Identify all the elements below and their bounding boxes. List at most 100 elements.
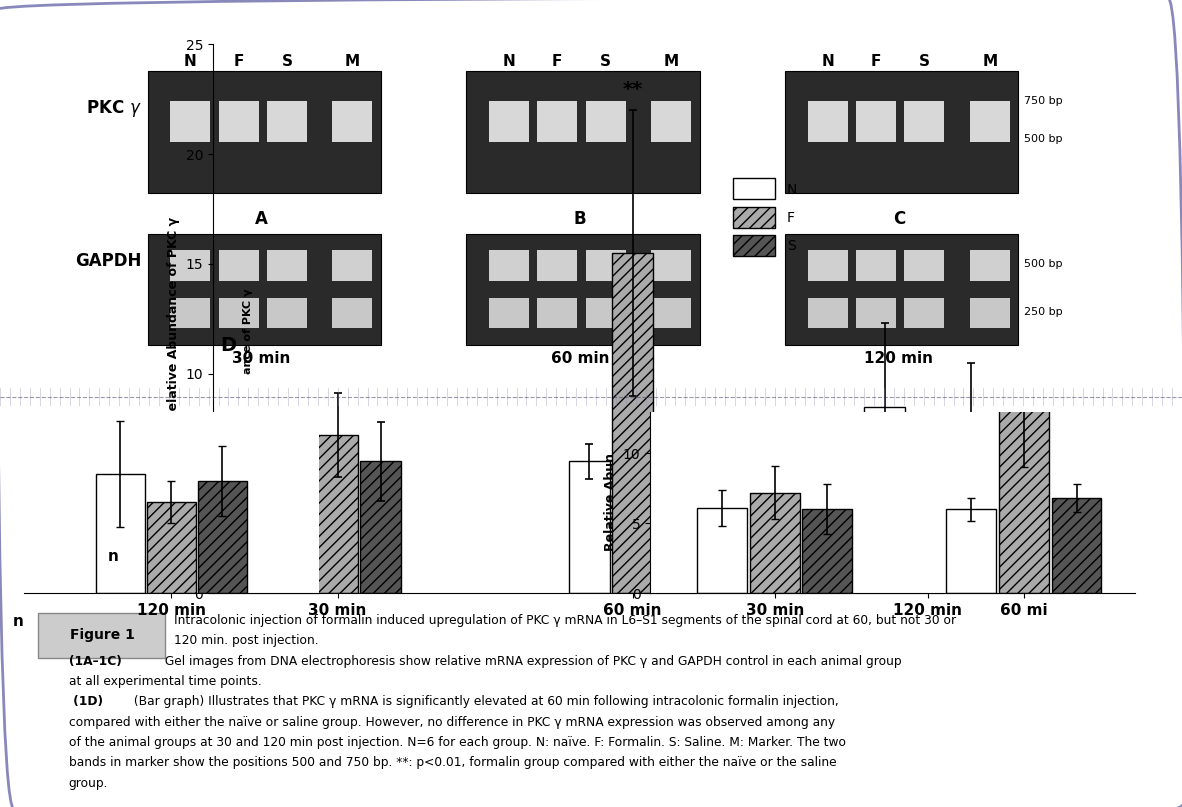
Text: at all experimental time points.: at all experimental time points. (69, 675, 261, 688)
Bar (489, 250, 528, 281)
Text: M: M (982, 54, 998, 69)
Bar (170, 102, 210, 142)
Bar (612, 253, 652, 593)
Text: compared with either the naïve or saline group. However, no difference in PKC γ : compared with either the naïve or saline… (69, 716, 834, 729)
Bar (148, 502, 195, 593)
Text: Gel images from DNA electrophoresis show relative mRNA expression of PKC γ and G: Gel images from DNA electrophoresis show… (161, 654, 902, 667)
Bar (807, 298, 847, 328)
Text: (1D): (1D) (69, 696, 103, 709)
Bar (267, 298, 307, 328)
Text: N: N (502, 54, 515, 69)
Text: M: M (663, 54, 678, 69)
Bar (219, 102, 259, 142)
Bar (856, 250, 896, 281)
Text: N: N (787, 182, 797, 197)
Bar (267, 102, 307, 142)
Text: 120 min. post injection.: 120 min. post injection. (175, 634, 319, 647)
Bar (999, 377, 1048, 593)
Bar (538, 250, 577, 281)
Bar (785, 233, 1018, 345)
Text: A: A (255, 210, 268, 228)
Text: 500 bp: 500 bp (1024, 259, 1063, 269)
Bar (950, 417, 992, 593)
Text: ance of PKC γ: ance of PKC γ (243, 288, 253, 374)
Bar (1052, 498, 1102, 593)
Bar (733, 235, 775, 256)
Text: B: B (573, 210, 586, 228)
Bar (864, 407, 905, 593)
Bar (586, 102, 625, 142)
Bar (148, 233, 381, 345)
Text: 500 bp: 500 bp (1024, 134, 1063, 144)
Bar (655, 444, 696, 593)
Bar (651, 298, 691, 328)
Bar (904, 102, 944, 142)
Text: **: ** (623, 80, 643, 99)
Text: F: F (871, 54, 881, 69)
Text: 750 bp: 750 bp (1024, 96, 1063, 107)
Bar (970, 250, 1009, 281)
Y-axis label: Relative Abun: Relative Abun (604, 454, 617, 551)
Text: N: N (821, 54, 834, 69)
Bar (908, 450, 948, 593)
Bar (586, 298, 625, 328)
Bar (785, 71, 1018, 193)
Text: PKC $\gamma$: PKC $\gamma$ (86, 98, 142, 119)
Text: F: F (552, 54, 563, 69)
Text: (Bar graph) Illustrates that PKC γ mRNA is significantly elevated at 60 min foll: (Bar graph) Illustrates that PKC γ mRNA … (130, 696, 839, 709)
Text: 30 min: 30 min (232, 351, 291, 366)
Text: 120 min: 120 min (864, 351, 934, 366)
Text: F: F (233, 54, 243, 69)
Text: (1A–1C): (1A–1C) (69, 654, 122, 667)
Bar (970, 298, 1009, 328)
Bar (38, 613, 165, 658)
Bar (856, 298, 896, 328)
Bar (651, 102, 691, 142)
Bar (807, 102, 847, 142)
Text: S: S (281, 54, 292, 69)
Bar (970, 102, 1009, 142)
Bar (274, 459, 314, 593)
Bar (199, 482, 247, 593)
Text: Figure 1: Figure 1 (70, 629, 135, 642)
Bar (538, 102, 577, 142)
Bar (332, 298, 372, 328)
Bar (807, 250, 847, 281)
Bar (733, 207, 775, 228)
Text: C: C (892, 210, 905, 228)
Bar (651, 250, 691, 281)
Bar (489, 102, 528, 142)
Bar (170, 298, 210, 328)
Bar (489, 298, 528, 328)
Bar (148, 71, 381, 193)
Text: N: N (184, 54, 196, 69)
Bar (538, 298, 577, 328)
Text: S: S (918, 54, 930, 69)
Bar (733, 178, 775, 199)
Text: bands in marker show the positions 500 and 750 bp. **: p<0.01, formalin group co: bands in marker show the positions 500 a… (69, 756, 837, 769)
Bar (361, 462, 401, 593)
Bar (697, 508, 747, 593)
Bar (317, 435, 358, 593)
Bar (749, 492, 800, 593)
Bar (170, 250, 210, 281)
Bar (856, 102, 896, 142)
Text: S: S (787, 239, 795, 253)
Bar (219, 298, 259, 328)
Bar (267, 250, 307, 281)
Bar (219, 250, 259, 281)
Bar (332, 250, 372, 281)
Text: D: D (220, 336, 236, 355)
Bar (466, 71, 700, 193)
Bar (947, 509, 996, 593)
Text: Intracolonic injection of formalin induced upregulation of PKC γ mRNA in L6–S1 s: Intracolonic injection of formalin induc… (175, 614, 956, 627)
Y-axis label: Relative Abundance of PKC γ: Relative Abundance of PKC γ (167, 217, 180, 420)
Bar (904, 250, 944, 281)
Bar (569, 462, 610, 593)
Bar (96, 475, 144, 593)
Text: n: n (108, 550, 118, 564)
Bar (586, 250, 625, 281)
Bar (803, 509, 852, 593)
Text: S: S (600, 54, 611, 69)
Text: GAPDH: GAPDH (76, 252, 142, 270)
